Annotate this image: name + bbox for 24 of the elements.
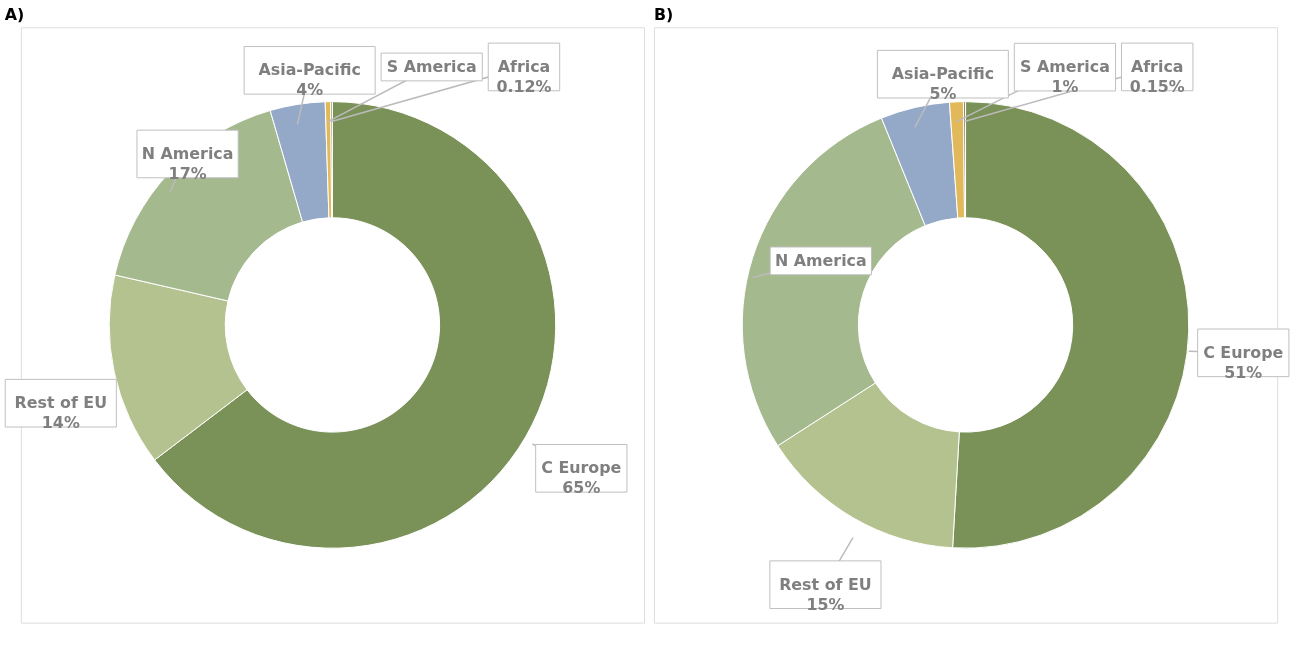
slice-label: N America xyxy=(141,143,234,163)
data-label: 5% xyxy=(929,83,957,103)
slice-label: S America xyxy=(386,56,477,76)
slice-label: Rest of EU xyxy=(779,574,872,594)
data-label: 65% xyxy=(562,478,601,498)
data-label: 17% xyxy=(168,163,207,183)
data-label: 51% xyxy=(1224,362,1263,382)
slice-label: Africa xyxy=(1130,56,1184,76)
data-label: 0.12% xyxy=(496,76,552,96)
chart-title: B) xyxy=(653,5,674,25)
data-label: 14% xyxy=(41,413,80,433)
slice-label: Asia-Pacific xyxy=(891,64,995,84)
slice-label: N America xyxy=(774,250,867,270)
slice-label: C Europe xyxy=(541,458,622,478)
data-label: 1% xyxy=(1051,76,1079,96)
data-label: 15% xyxy=(806,594,845,614)
slice-label: C Europe xyxy=(1203,342,1284,362)
slice-label: Rest of EU xyxy=(14,393,108,413)
slice-label: Africa xyxy=(497,56,551,76)
data-label: 4% xyxy=(296,80,324,100)
data-label: 0.15% xyxy=(1129,76,1185,96)
slice-label: S America xyxy=(1019,57,1110,77)
chart-title: A) xyxy=(4,5,25,25)
slice-label: Asia-Pacific xyxy=(258,60,361,80)
